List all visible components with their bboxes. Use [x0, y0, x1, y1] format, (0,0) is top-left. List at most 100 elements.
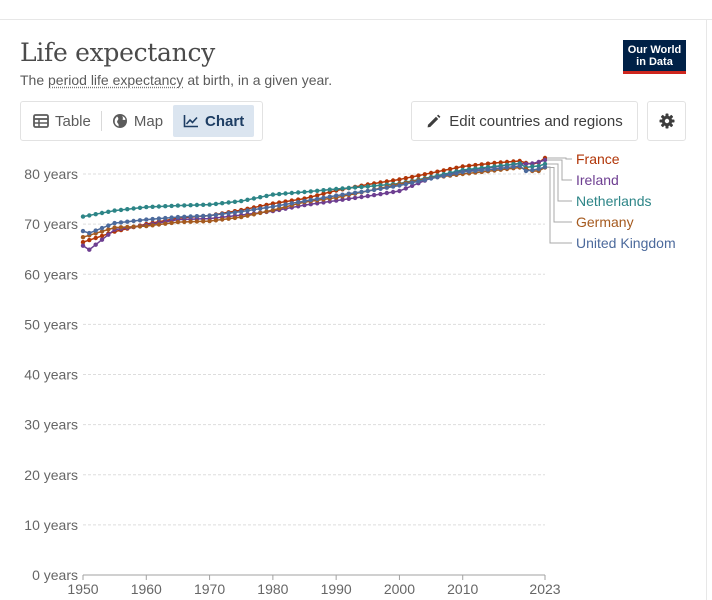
data-point[interactable]: [175, 214, 181, 220]
data-point[interactable]: [315, 196, 320, 202]
data-point[interactable]: [283, 202, 288, 207]
data-point[interactable]: [245, 197, 250, 202]
data-point[interactable]: [321, 195, 326, 200]
tab-map[interactable]: Map: [102, 105, 173, 137]
tab-table[interactable]: Table: [21, 105, 101, 137]
data-point[interactable]: [144, 204, 149, 210]
legend-label[interactable]: Germany: [576, 214, 634, 230]
data-point[interactable]: [131, 218, 136, 224]
data-point[interactable]: [264, 193, 269, 199]
data-point[interactable]: [346, 191, 351, 196]
data-point[interactable]: [302, 198, 307, 204]
data-point[interactable]: [194, 214, 200, 219]
data-point[interactable]: [428, 176, 434, 181]
data-point[interactable]: [80, 243, 86, 248]
data-point[interactable]: [144, 217, 149, 222]
data-point[interactable]: [93, 242, 98, 247]
data-point[interactable]: [163, 204, 168, 209]
data-point[interactable]: [194, 219, 200, 224]
data-point[interactable]: [409, 183, 415, 188]
data-point[interactable]: [441, 173, 446, 179]
legend-label[interactable]: Netherlands: [576, 193, 652, 209]
data-point[interactable]: [80, 240, 86, 245]
data-point[interactable]: [93, 228, 98, 233]
data-point[interactable]: [327, 194, 332, 199]
data-point[interactable]: [460, 164, 465, 169]
data-point[interactable]: [485, 167, 491, 172]
data-point[interactable]: [106, 232, 111, 237]
data-point[interactable]: [220, 217, 225, 222]
subtitle-definition-link[interactable]: period life expectancy: [48, 72, 184, 88]
data-point[interactable]: [416, 179, 421, 184]
data-point[interactable]: [169, 215, 174, 220]
data-point[interactable]: [403, 186, 408, 191]
data-point[interactable]: [239, 198, 244, 204]
legend-label[interactable]: France: [576, 151, 620, 167]
data-point[interactable]: [435, 169, 440, 174]
data-point[interactable]: [175, 203, 181, 208]
data-point[interactable]: [188, 219, 193, 224]
data-point[interactable]: [106, 227, 111, 232]
data-point[interactable]: [340, 186, 345, 191]
data-point[interactable]: [213, 218, 219, 223]
data-point[interactable]: [258, 195, 263, 200]
data-point[interactable]: [352, 195, 358, 201]
data-point[interactable]: [156, 216, 162, 221]
data-point[interactable]: [106, 209, 111, 214]
data-point[interactable]: [454, 165, 459, 170]
data-point[interactable]: [258, 210, 263, 216]
data-point[interactable]: [194, 202, 200, 208]
data-point[interactable]: [283, 191, 288, 196]
data-point[interactable]: [112, 220, 117, 226]
data-point[interactable]: [163, 215, 168, 221]
data-point[interactable]: [296, 200, 301, 205]
data-point[interactable]: [542, 164, 548, 170]
data-point[interactable]: [390, 189, 396, 195]
data-point[interactable]: [169, 203, 174, 209]
data-point[interactable]: [270, 204, 276, 209]
data-point[interactable]: [220, 201, 225, 206]
data-point[interactable]: [422, 177, 427, 183]
data-point[interactable]: [99, 229, 105, 234]
edit-countries-button[interactable]: Edit countries and regions: [411, 101, 638, 141]
data-point[interactable]: [479, 168, 484, 173]
data-point[interactable]: [523, 168, 529, 174]
data-point[interactable]: [125, 207, 130, 212]
data-point[interactable]: [542, 157, 548, 163]
data-point[interactable]: [80, 228, 86, 234]
data-point[interactable]: [251, 207, 257, 212]
data-point[interactable]: [137, 218, 143, 223]
data-point[interactable]: [536, 159, 541, 165]
data-point[interactable]: [365, 184, 370, 189]
data-point[interactable]: [384, 185, 389, 190]
data-point[interactable]: [150, 223, 155, 228]
data-point[interactable]: [378, 191, 383, 197]
data-point[interactable]: [473, 162, 478, 168]
data-point[interactable]: [251, 212, 257, 217]
data-point[interactable]: [365, 188, 370, 194]
data-point[interactable]: [80, 235, 86, 240]
data-point[interactable]: [182, 219, 187, 225]
data-point[interactable]: [213, 201, 219, 207]
data-point[interactable]: [454, 171, 459, 176]
data-point[interactable]: [460, 169, 465, 175]
data-point[interactable]: [87, 213, 92, 218]
data-point[interactable]: [536, 166, 541, 172]
data-point[interactable]: [409, 180, 415, 185]
data-point[interactable]: [99, 237, 105, 242]
data-point[interactable]: [232, 215, 238, 221]
data-point[interactable]: [131, 206, 136, 211]
data-point[interactable]: [308, 189, 313, 194]
data-point[interactable]: [239, 214, 244, 220]
data-point[interactable]: [258, 206, 263, 211]
data-point[interactable]: [118, 225, 124, 230]
data-point[interactable]: [182, 214, 187, 219]
data-point[interactable]: [131, 224, 136, 229]
legend-label[interactable]: United Kingdom: [576, 235, 676, 251]
data-point[interactable]: [137, 224, 143, 229]
data-point[interactable]: [87, 247, 92, 252]
data-point[interactable]: [125, 224, 130, 230]
data-point[interactable]: [213, 212, 219, 217]
data-point[interactable]: [352, 190, 358, 195]
data-point[interactable]: [321, 188, 326, 193]
